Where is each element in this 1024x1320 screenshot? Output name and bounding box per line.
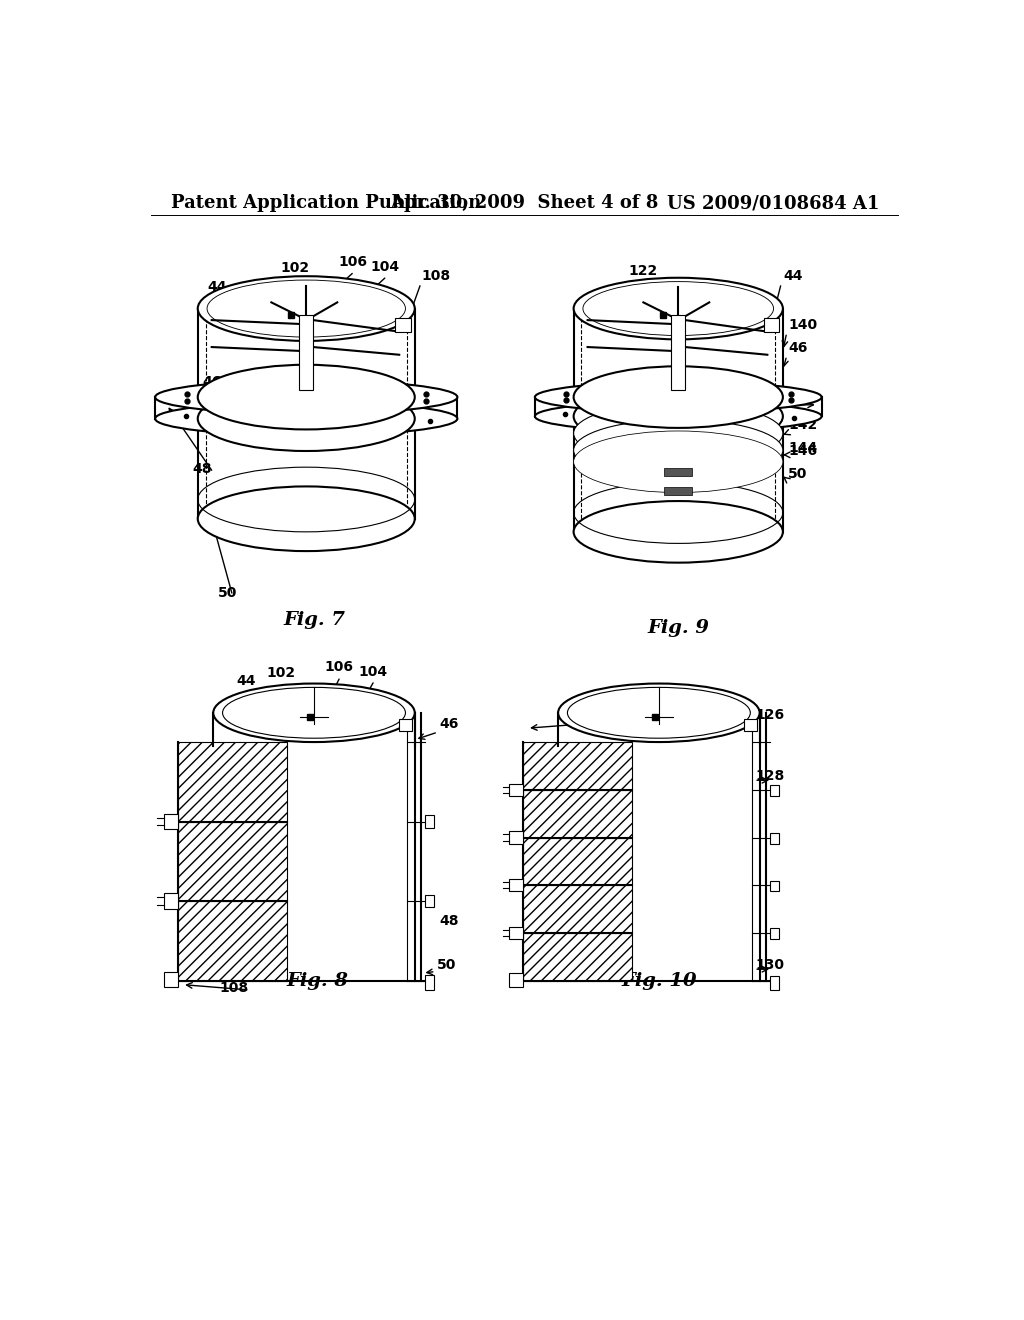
Text: 104: 104 [371,260,399,273]
Bar [425,895,434,907]
Bar [299,314,313,389]
Bar [770,880,779,891]
Ellipse shape [573,420,783,480]
Bar [165,814,178,829]
Text: 148: 148 [726,532,755,546]
Ellipse shape [573,403,783,465]
Bar [523,933,632,981]
Bar [165,894,178,909]
Text: 110: 110 [221,771,251,785]
Text: 136: 136 [558,865,587,879]
Bar [744,719,757,730]
Bar [509,832,523,843]
Ellipse shape [535,381,821,412]
Ellipse shape [573,385,783,447]
Ellipse shape [573,367,783,428]
Bar [523,886,632,933]
Text: 44: 44 [208,280,227,294]
Text: 44: 44 [237,675,256,688]
Bar [665,469,692,475]
Text: 46: 46 [439,717,459,731]
Ellipse shape [198,276,415,341]
Bar [395,318,411,331]
Bar [165,972,178,987]
Bar [509,973,523,987]
Bar [770,977,779,990]
Text: Fig. 8: Fig. 8 [287,972,349,990]
Text: 50: 50 [217,586,237,601]
Text: 46: 46 [202,375,221,388]
Bar [509,927,523,940]
Bar [764,318,779,331]
Ellipse shape [198,486,415,552]
Bar [665,487,692,495]
Ellipse shape [573,277,783,339]
Text: 48: 48 [788,393,808,408]
Text: 48: 48 [439,913,459,928]
Text: 140: 140 [788,318,817,333]
Ellipse shape [155,401,458,436]
Text: 144: 144 [788,441,817,455]
Text: 102: 102 [267,667,296,680]
Bar [425,974,434,990]
Ellipse shape [198,364,415,429]
Text: Fig. 9: Fig. 9 [647,619,710,638]
Bar [770,928,779,940]
Text: US 2009/0108684 A1: US 2009/0108684 A1 [668,194,880,213]
Text: 138: 138 [558,932,587,945]
Text: 128: 128 [756,770,785,783]
Bar [399,719,412,730]
Text: 106: 106 [325,660,353,675]
Bar [523,742,632,789]
Text: Fig. 10: Fig. 10 [622,972,696,990]
Ellipse shape [573,502,783,562]
Text: 108: 108 [421,269,451,282]
Ellipse shape [558,684,760,742]
Text: Apr. 30, 2009  Sheet 4 of 8: Apr. 30, 2009 Sheet 4 of 8 [390,194,659,213]
Text: Patent Application Publication: Patent Application Publication [171,194,481,213]
Bar [178,742,287,821]
Text: 46: 46 [788,342,808,355]
Text: 126: 126 [756,708,784,722]
Text: 122: 122 [629,264,658,279]
Text: 104: 104 [358,665,387,678]
Bar [178,821,287,902]
Text: 142: 142 [788,418,817,433]
Text: 50: 50 [788,467,808,480]
Ellipse shape [198,387,415,451]
Bar [509,784,523,796]
Bar [178,902,287,981]
Bar [523,789,632,838]
Ellipse shape [535,401,821,432]
Bar [523,837,632,886]
Ellipse shape [155,380,458,414]
Text: 48: 48 [193,462,212,475]
Bar [672,314,685,389]
Bar [425,816,434,828]
Text: 130: 130 [756,958,784,973]
Text: 44: 44 [783,269,803,282]
Text: 134: 134 [558,755,587,770]
Ellipse shape [213,684,415,742]
Text: 146: 146 [788,444,817,458]
Ellipse shape [573,430,783,492]
Text: 106: 106 [338,255,368,269]
Bar [770,833,779,843]
Text: Fig. 7: Fig. 7 [283,611,345,630]
Text: 50: 50 [436,958,456,973]
Text: 132: 132 [558,710,587,723]
Text: 102: 102 [280,261,309,276]
Bar [770,785,779,796]
Text: 112: 112 [221,866,251,880]
Text: 108: 108 [219,981,248,995]
Bar [509,879,523,891]
